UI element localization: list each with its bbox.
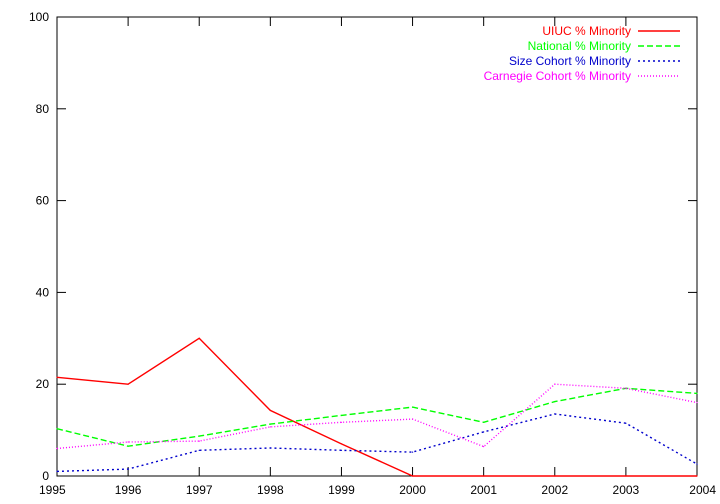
data-point [198,440,200,442]
data-point [198,449,200,451]
data-point [269,426,271,428]
data-point [340,414,343,417]
series-line-2 [56,387,698,447]
data-point [127,445,129,447]
data-point [340,421,343,423]
series-line-3 [56,413,698,473]
data-point [625,475,627,477]
data-point [269,423,271,425]
data-point [340,449,343,451]
y-tick-label: 100 [29,10,49,24]
data-point [411,475,414,477]
data-point [127,468,129,470]
y-tick-label: 40 [36,285,50,299]
data-point [696,392,698,394]
series-lines [56,337,698,477]
x-tick-label: 2001 [470,483,497,497]
legend-label: UIUC % Minority [542,24,631,38]
x-tick-label: 1999 [328,483,355,497]
data-point [696,463,698,465]
data-point [56,470,58,473]
data-point [411,451,414,453]
x-tick-label: 1995 [39,483,66,497]
data-point [554,475,556,477]
x-tick-label: 2004 [689,483,716,497]
x-tick-label: 2000 [399,483,426,497]
data-point [56,428,58,430]
x-tick-label: 2002 [541,483,568,497]
data-point [198,337,200,339]
data-point [198,435,200,437]
data-point [269,409,271,411]
data-point [483,475,485,477]
data-point [340,443,343,445]
y-tick-label: 60 [36,194,50,208]
x-tick-label: 1997 [186,483,213,497]
data-point [625,387,627,389]
axis-ticks: 0 20 40 60 80 100 1995 1996 1997 1998 1999 2000 2001… [29,10,716,497]
data-point [483,431,485,433]
series-line-4 [56,383,698,450]
legend-label: Size Cohort % Minority [509,54,631,68]
data-point [269,447,271,449]
data-point [411,418,414,420]
data-point [696,475,698,477]
data-point [483,446,485,448]
legend-label: National % Minority [528,39,631,53]
data-point [411,406,414,408]
data-point [483,421,485,423]
data-point [127,383,129,385]
y-tick-label: 20 [36,377,50,391]
data-point [56,376,58,378]
plot-frame [56,16,698,477]
x-tick-label: 2003 [613,483,640,497]
y-tick-label: 0 [42,469,49,483]
legend-label: Carnegie Cohort % Minority [484,69,631,83]
y-tick-label: 80 [36,102,50,116]
data-point [696,401,698,404]
data-point [554,401,556,403]
x-tick-label: 1996 [115,483,142,497]
data-point [127,441,129,443]
x-tick-label: 1998 [257,483,284,497]
series-line-1 [56,337,697,477]
data-point [56,447,58,450]
data-point [554,383,556,385]
data-point [625,422,627,424]
data-point [554,413,556,415]
